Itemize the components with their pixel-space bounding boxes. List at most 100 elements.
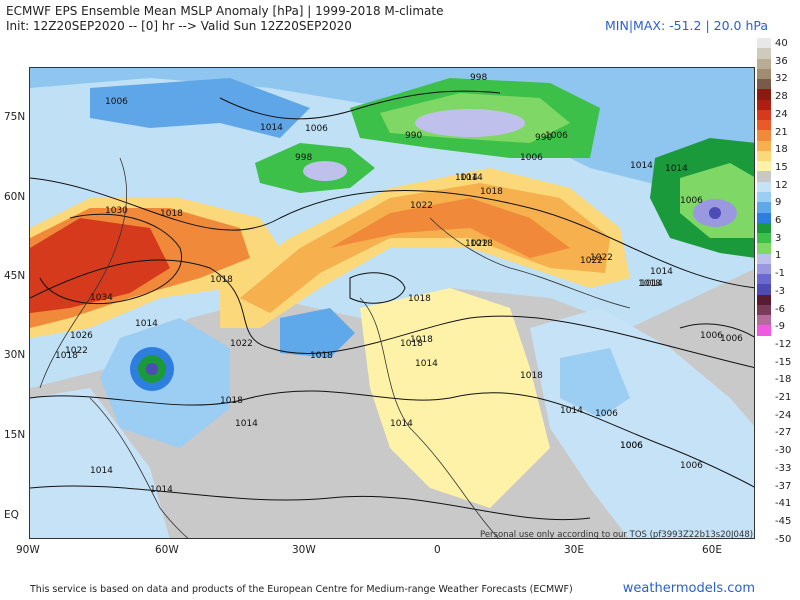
isobar-label: 1018	[638, 279, 661, 289]
middle-east-low	[560, 348, 630, 418]
isobar-label: 990	[535, 133, 552, 143]
colorbar-swatch	[757, 38, 771, 49]
isobar-label: 1006	[520, 153, 543, 163]
isobar-label: 1022	[590, 253, 613, 263]
isobar-label: 1014	[665, 164, 688, 174]
isobars	[30, 90, 754, 521]
anomaly-map: 998 1006 1014 1006 990 998 990 1006 1014 1014 1018…	[29, 67, 755, 539]
colorbar-label: -37	[775, 480, 792, 492]
lat-label-45n: 45N	[4, 270, 26, 282]
isobar-label: 1018	[400, 339, 423, 349]
isobar-label: 1022	[230, 339, 253, 349]
colorbar-swatch	[757, 263, 771, 275]
colorbar-label: -21	[775, 392, 792, 403]
isobar-label: 1018	[210, 275, 233, 285]
colorbar-label: 18	[775, 144, 788, 156]
colorbar-label: 3	[775, 232, 782, 244]
isobar-label: 1022	[65, 346, 88, 356]
isobar-label: 1022	[465, 239, 488, 249]
colorbar-label: -45	[775, 515, 792, 527]
colorbar-swatch	[757, 243, 771, 254]
colorbar-swatch	[757, 68, 771, 80]
isobar-label: 1018	[480, 187, 503, 197]
colorbar-label: -3	[775, 285, 785, 297]
isobar-label: 1006	[700, 331, 723, 341]
colorbar-swatch	[757, 212, 771, 223]
colorbar-swatch	[757, 181, 771, 192]
lon-label-60e: 60E	[702, 544, 722, 556]
colorbar-swatch	[757, 171, 771, 182]
colorbar-label: -50	[775, 533, 792, 545]
lat-label-30n: 30N	[4, 349, 26, 361]
isobar-label: 1014	[390, 419, 413, 429]
tos-notice: Personal use only according to our TOS (…	[480, 530, 754, 540]
isobar-label: 1014	[630, 161, 653, 171]
colorbar-swatch	[757, 48, 771, 59]
colorbar-label: -1	[775, 268, 785, 280]
colorbar-swatch	[757, 202, 771, 213]
isobar-label: 1014	[150, 485, 173, 495]
isobar-label: 1018	[520, 371, 543, 381]
isobar-label: 1006	[305, 124, 328, 134]
colorbar-label: 40	[775, 38, 788, 49]
isobar-label: 1018	[160, 209, 183, 219]
isobar-label: 1018	[408, 294, 431, 304]
isobar-label: 1030	[105, 206, 128, 216]
colorbar-swatch	[757, 294, 771, 305]
colorbar-swatch	[757, 120, 771, 131]
low-greenland	[90, 78, 310, 138]
colorbar-swatch	[757, 79, 771, 90]
coastlines	[39, 157, 631, 538]
colorbar-label: -30	[775, 445, 792, 457]
isobar-label: 1006	[545, 131, 568, 141]
isobar-label: 1006	[680, 196, 703, 206]
isobar-label: 1014	[135, 319, 158, 329]
isobar-label: 1018	[55, 351, 78, 361]
isobar-label: 1014	[90, 466, 113, 476]
caribbean-low	[30, 388, 170, 538]
map-subtitle: Init: 12Z20SEP2020 -- [0] hr --> Valid S…	[6, 19, 352, 33]
hurricane-core	[146, 363, 158, 375]
isobar-label: 1006	[620, 441, 643, 451]
isobar-label: 1006	[105, 97, 128, 107]
colorbar-label: 12	[775, 179, 788, 191]
colorbar-label: 36	[775, 55, 788, 67]
colorbar-swatch	[757, 233, 771, 244]
lat-label-eq: EQ	[4, 509, 19, 521]
isobar-label: 1014	[640, 279, 663, 289]
lon-label-0: 0	[434, 544, 441, 556]
low-iceland-core	[303, 161, 347, 181]
colorbar-swatch	[757, 253, 771, 264]
colorbar-swatch	[757, 315, 771, 326]
colorbar-swatch	[757, 89, 771, 100]
colorbar-label: -24	[775, 409, 792, 421]
colorbar-label: -15	[775, 356, 792, 368]
isobar-label: 1018	[470, 239, 493, 249]
colorbar-swatch	[757, 130, 771, 141]
ridge-core	[330, 198, 570, 258]
colorbar-swatch	[757, 274, 771, 285]
isobar-label: 1006	[680, 461, 703, 471]
isobar-label: 998	[295, 153, 312, 163]
colorbar-swatch	[757, 304, 771, 316]
isobar-label: 1014	[650, 267, 673, 277]
colorbar-swatch	[757, 58, 771, 69]
colorbar-label: 15	[775, 161, 788, 173]
colorbar-swatch	[757, 325, 771, 336]
colorbar-label: -9	[775, 321, 785, 333]
isobar-label: 1018	[310, 351, 333, 361]
colorbar-label: -18	[775, 374, 792, 386]
isobar-label: 1006	[595, 409, 618, 419]
high-northwest-core	[30, 218, 170, 313]
isobar-label: 1026	[70, 331, 93, 341]
lat-label-75n: 75N	[4, 111, 26, 123]
isobar-label: 1006	[720, 334, 743, 344]
brand-link[interactable]: weathermodels.com	[622, 581, 755, 596]
lat-label-15n: 15N	[4, 429, 26, 441]
isobar-label: 1014	[260, 123, 283, 133]
isobar-label: 1014	[415, 359, 438, 369]
colorbar-swatch	[757, 150, 771, 162]
colorbar-label: 28	[775, 91, 788, 103]
